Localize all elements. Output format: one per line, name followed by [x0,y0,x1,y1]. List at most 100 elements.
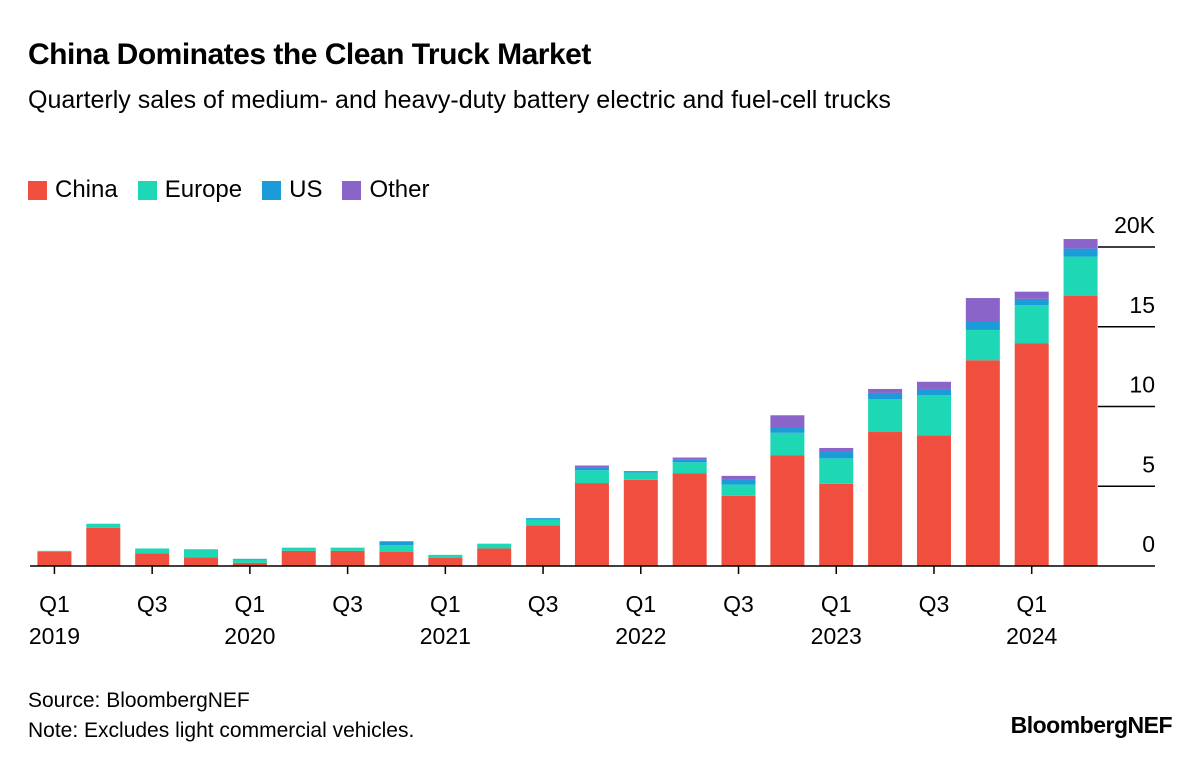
x-tick-year: 2019 [29,623,80,649]
x-tick-label: Q1 [821,591,852,617]
bar-segment [1063,256,1098,296]
bar-segment [965,321,1000,330]
bar-segment [574,483,609,566]
x-tick-label: Q3 [137,591,168,617]
bar-segment [1014,298,1049,306]
bar-segment [623,471,658,473]
bar-segment [135,553,170,566]
bar-segment [184,557,219,566]
bar-segment [379,541,414,546]
bar-segment [379,545,414,552]
bar-segment [672,457,707,460]
bar-segment [916,388,951,396]
chart-title: China Dominates the Clean Truck Market [28,38,591,71]
bar-segment [1014,305,1049,344]
bar-segment [770,432,805,456]
legend-swatch [137,180,157,200]
bar-segment [86,527,121,566]
x-tick-year: 2024 [1006,623,1057,649]
bar-segment [965,298,1000,322]
bar-segment [281,550,316,566]
legend-label: Europe [164,176,243,203]
legend-label: China [55,176,118,203]
x-tick-label: Q1 [625,591,656,617]
bar-segment [868,399,903,433]
legend-swatch [262,180,282,200]
bar-segment [819,451,854,459]
x-tick-label: Q1 [235,591,266,617]
bar-segment [819,447,854,452]
bar-segment [1063,295,1098,566]
bar-segment [379,551,414,566]
bar-segment [232,558,267,560]
bar-segment [672,473,707,566]
brand: BloombergNEF [1010,712,1173,738]
bar-segment [526,525,561,566]
bar-segment [672,459,707,463]
bar-segment [770,455,805,566]
y-tick-label: 0 [1142,531,1155,557]
bar-segment [574,467,609,471]
bar-segment [526,519,561,526]
bar-segment [37,551,72,566]
bar-segment [770,415,805,429]
legend-item: US [262,176,322,204]
bar-segment [232,559,267,563]
bar-segment [574,465,609,468]
bar-segment [819,458,854,484]
bar-segment [281,547,316,551]
bar-segment [184,549,219,558]
legend-item: Other [342,176,429,204]
legend-item: Europe [137,176,243,204]
bar-segment [916,395,951,436]
bar-segment [623,479,658,566]
legend-swatch [342,180,362,200]
bar-segment [721,475,756,480]
bar-segment [672,462,707,474]
bar-segment [965,360,1000,566]
bar-segment [868,392,903,400]
chart-subtitle: Quarterly sales of medium- and heavy-dut… [28,86,891,114]
x-tick-year: 2023 [811,623,862,649]
bar-segment [574,470,609,484]
y-tick-label: 15 [1129,292,1155,318]
bar-segment [916,435,951,566]
bar-segment [868,432,903,566]
legend-label: US [289,176,323,203]
legend-swatch [28,180,47,200]
x-tick-label: Q3 [723,591,754,617]
bar-segment [965,329,1000,361]
bar-segment [37,550,72,552]
bar-segment [477,548,512,566]
bar-segment [526,518,561,520]
bar-segment [330,547,365,551]
bar-segment [1014,291,1049,299]
y-tick-label: 20K [1114,212,1156,238]
bar-segment [721,479,756,485]
y-tick-label: 10 [1129,372,1155,398]
legend-item: China [28,176,118,204]
bar-segment [86,523,121,528]
x-tick-label: Q1 [1016,591,1047,617]
bar-segment [330,550,365,566]
bar-segment [819,483,854,566]
bar-segment [721,484,756,496]
bar-segment [721,495,756,566]
note: Note: Excludes light commercial vehicles… [28,719,415,742]
bar-segment [135,548,170,554]
bar-segment [868,388,903,393]
x-tick-year: 2021 [420,623,471,649]
bar-segment [232,562,267,566]
bar-segment [428,554,463,559]
bar-segment [916,381,951,389]
x-tick-label: Q1 [39,591,70,617]
x-tick-label: Q3 [332,591,363,617]
bar-segment [477,543,512,549]
legend: China Europe US Other [28,176,429,204]
x-tick-year: 2022 [615,623,666,649]
bar-segment [1014,343,1049,566]
source: Source: BloombergNEF [28,689,250,712]
legend-label: Other [369,176,430,203]
